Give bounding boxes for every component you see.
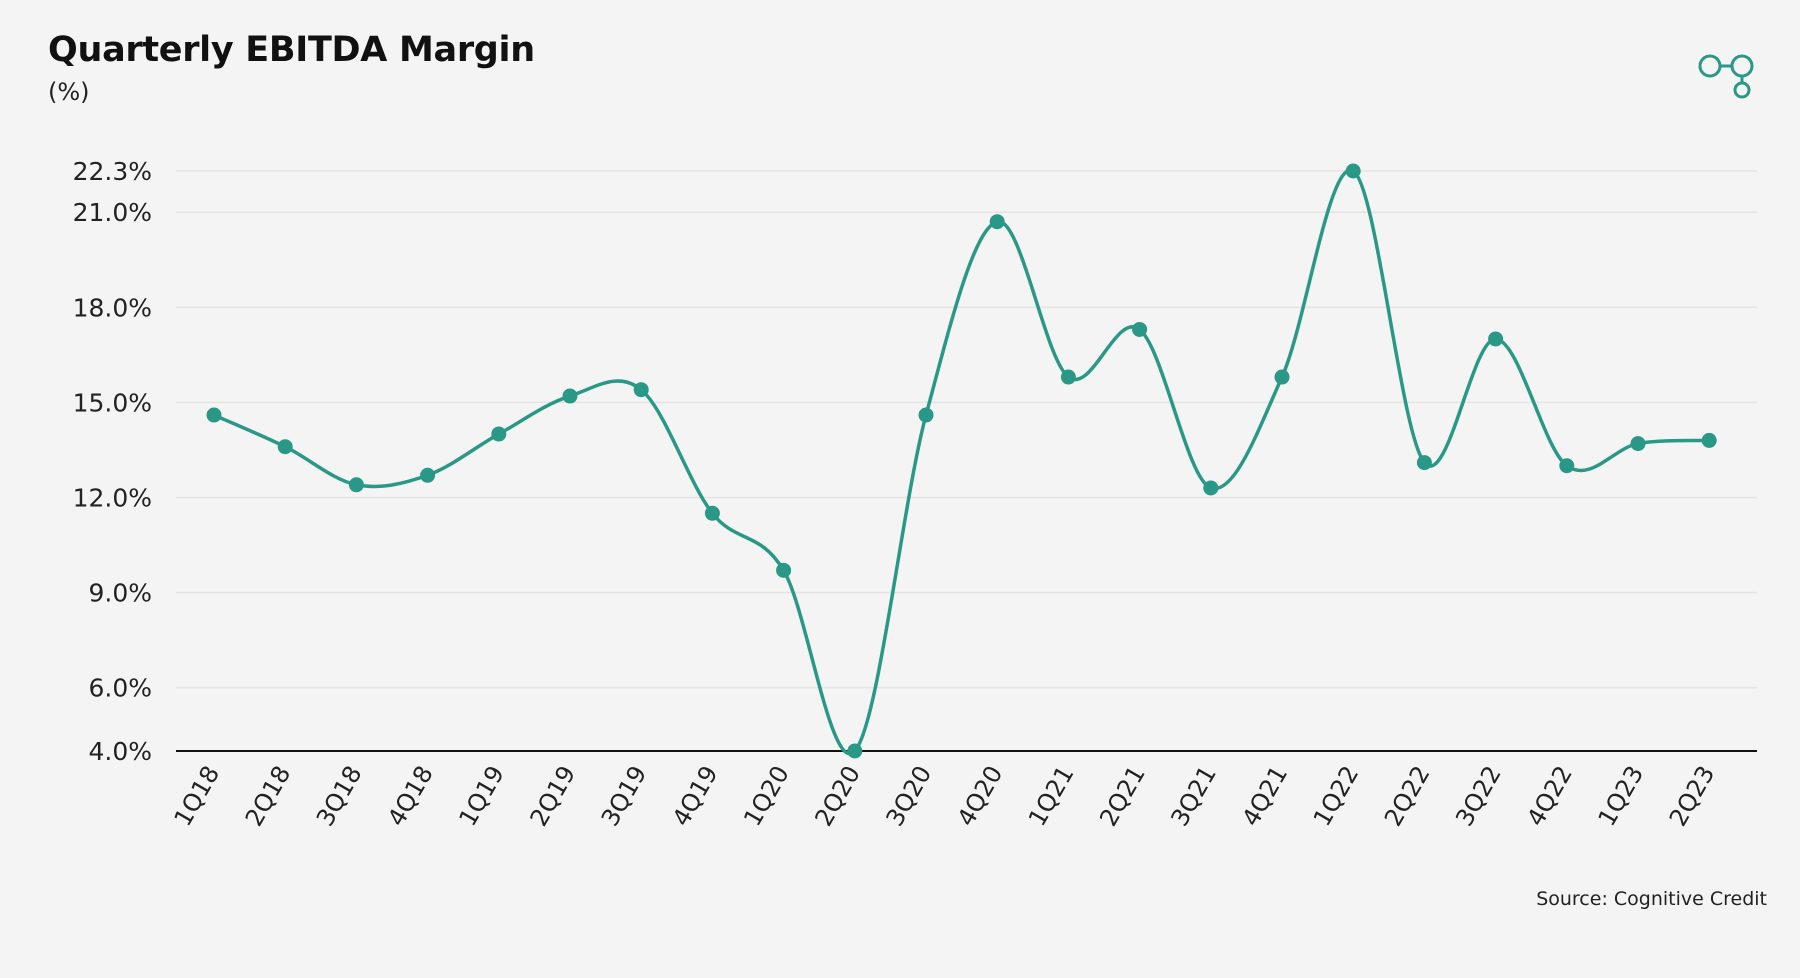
y-tick-label: 21.0% xyxy=(73,198,152,227)
x-tick-label: 1Q22 xyxy=(1308,761,1365,831)
data-point-2q21 xyxy=(1132,321,1148,337)
x-tick-label: 2Q23 xyxy=(1664,761,1721,831)
data-point-1q19 xyxy=(491,426,507,442)
y-tick-label: 22.3% xyxy=(73,157,152,186)
data-point-1q23 xyxy=(1630,436,1646,452)
x-tick-label: 3Q22 xyxy=(1450,761,1507,831)
data-point-1q22 xyxy=(1345,163,1361,179)
data-point-3q19 xyxy=(633,382,649,398)
data-points xyxy=(206,163,1717,759)
x-tick-label: 4Q19 xyxy=(667,761,724,831)
x-tick-label: 3Q21 xyxy=(1165,761,1222,831)
y-tick-label: 18.0% xyxy=(73,293,152,322)
x-tick-label: 1Q23 xyxy=(1593,761,1650,831)
x-tick-label: 2Q21 xyxy=(1094,761,1151,831)
data-point-4q22 xyxy=(1559,458,1575,474)
x-tick-label: 3Q20 xyxy=(881,761,938,831)
x-tick-label: 1Q21 xyxy=(1023,761,1080,831)
chart-subtitle: (%) xyxy=(48,78,90,106)
data-point-1q21 xyxy=(1060,369,1076,385)
x-tick-label: 2Q20 xyxy=(809,761,866,831)
data-point-4q21 xyxy=(1274,369,1290,385)
data-point-2q18 xyxy=(277,439,293,455)
x-tick-label: 3Q19 xyxy=(596,761,653,831)
data-point-4q20 xyxy=(989,214,1005,230)
x-tick-label: 4Q21 xyxy=(1237,761,1294,831)
series-line xyxy=(213,168,1710,756)
data-point-3q21 xyxy=(1203,480,1219,496)
x-tick-label: 1Q19 xyxy=(453,761,510,831)
data-point-3q18 xyxy=(348,477,364,493)
source-note: Source: Cognitive Credit xyxy=(1536,888,1767,910)
x-axis-ticks: 1Q18 2Q18 3Q18 4Q18 1Q19 2Q19 3Q19 4Q19 1Q20 2Q20… xyxy=(169,761,1721,831)
data-point-2q20 xyxy=(847,743,863,759)
y-tick-label: 4.0% xyxy=(88,737,152,766)
x-tick-label: 4Q18 xyxy=(382,761,439,831)
chart-title: Quarterly EBITDA Margin xyxy=(48,30,535,70)
data-point-4q19 xyxy=(704,505,720,521)
data-point-3q22 xyxy=(1488,331,1504,347)
y-tick-label: 12.0% xyxy=(73,483,152,512)
x-tick-label: 2Q22 xyxy=(1379,761,1436,831)
y-tick-label: 15.0% xyxy=(73,388,152,417)
y-tick-label: 6.0% xyxy=(88,674,152,703)
data-point-4q18 xyxy=(420,467,436,483)
data-point-1q18 xyxy=(206,407,222,423)
x-tick-label: 3Q18 xyxy=(311,761,368,831)
x-tick-label: 1Q18 xyxy=(169,761,226,831)
y-axis-ticks: 4.0% 6.0% 9.0% 12.0% 15.0% 18.0% 21.0% 22.3% xyxy=(73,157,152,766)
y-tick-label: 9.0% xyxy=(88,579,152,608)
data-point-1q20 xyxy=(776,562,792,578)
grid-lines xyxy=(176,170,1757,689)
x-tick-label: 4Q22 xyxy=(1521,761,1578,831)
data-point-2q22 xyxy=(1416,455,1432,471)
data-point-2q19 xyxy=(562,388,578,404)
x-tick-label: 1Q20 xyxy=(738,761,795,831)
data-point-2q23 xyxy=(1701,432,1717,448)
x-tick-label: 2Q19 xyxy=(525,761,582,831)
link-nodes-icon xyxy=(1698,54,1754,99)
x-tick-label: 2Q18 xyxy=(240,761,297,831)
data-point-3q20 xyxy=(918,407,934,423)
x-tick-label: 4Q20 xyxy=(952,761,1009,831)
